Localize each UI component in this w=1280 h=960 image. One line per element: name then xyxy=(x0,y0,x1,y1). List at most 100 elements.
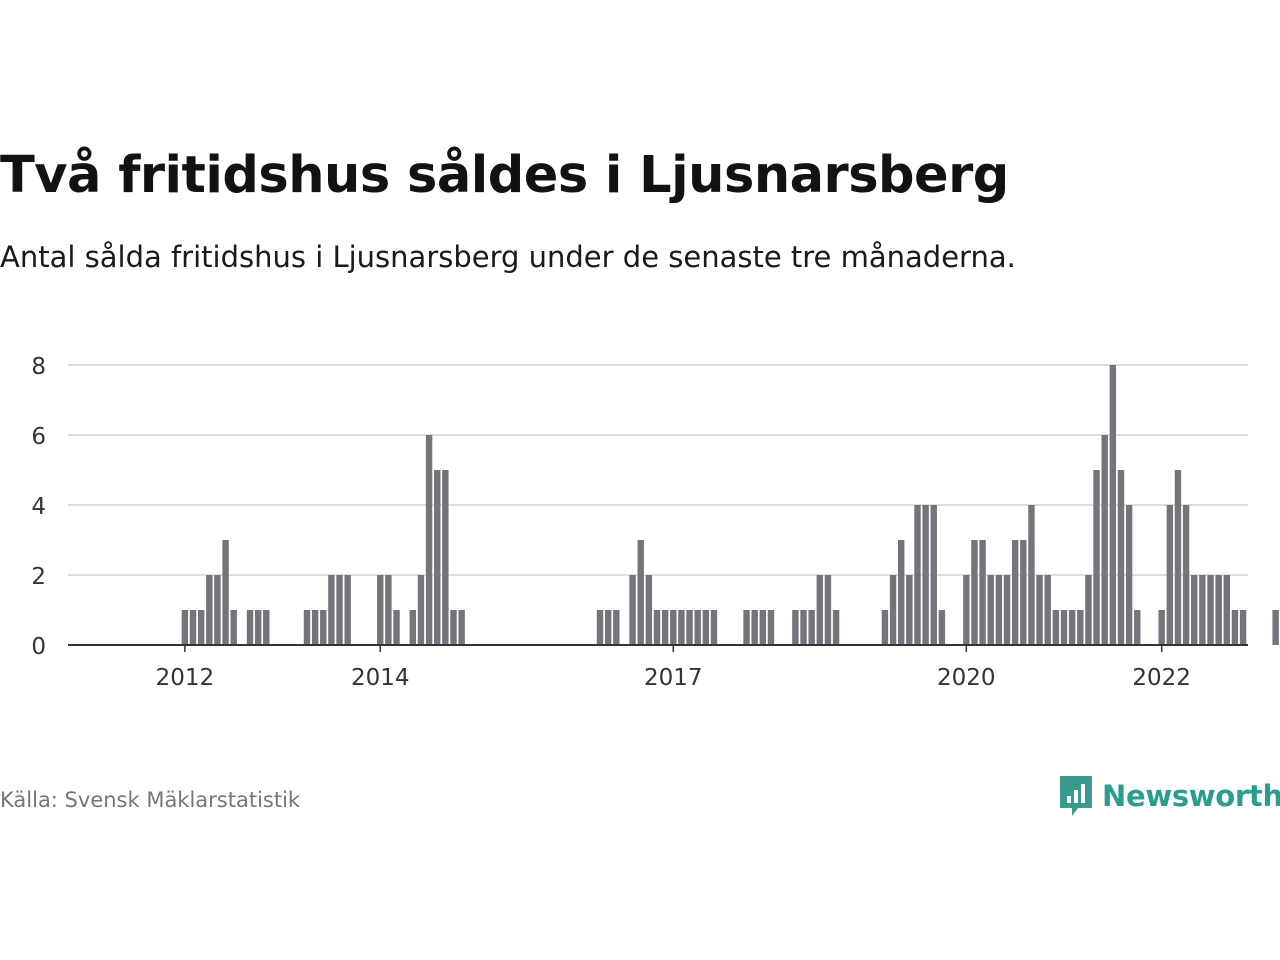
bar xyxy=(629,575,636,645)
bar xyxy=(1101,435,1108,645)
bar xyxy=(336,575,343,645)
bars xyxy=(181,365,1279,645)
bar xyxy=(434,470,441,645)
bar xyxy=(906,575,913,645)
bar xyxy=(1191,575,1198,645)
bar xyxy=(1085,575,1092,645)
bar xyxy=(922,505,929,645)
bar xyxy=(458,610,465,645)
bar xyxy=(800,610,807,645)
bar xyxy=(1272,610,1279,645)
bar xyxy=(197,610,205,645)
bar xyxy=(938,610,946,645)
bar xyxy=(442,470,449,645)
bar xyxy=(702,610,710,645)
bar xyxy=(1239,610,1247,645)
bar xyxy=(808,610,815,645)
bar xyxy=(1028,505,1035,645)
bar xyxy=(1134,610,1141,645)
bar xyxy=(759,610,767,645)
x-tick-label: 2022 xyxy=(1132,665,1191,691)
bar xyxy=(230,610,237,645)
bar xyxy=(189,610,197,645)
y-tick-label: 2 xyxy=(31,564,46,590)
bar xyxy=(303,610,311,645)
bar xyxy=(995,575,1003,645)
bar-chart: 0 2 4 6 8 2012 2014 2017 2020 2022 2 xyxy=(31,354,1279,691)
bar xyxy=(816,575,823,645)
bar xyxy=(450,610,457,645)
bar xyxy=(1199,575,1206,645)
bar xyxy=(344,575,351,645)
bar xyxy=(1182,505,1190,645)
bar xyxy=(393,610,400,645)
x-tick-label: 2014 xyxy=(351,665,410,691)
chart-subtitle: Antal sålda fritidshus i Ljusnarsberg un… xyxy=(0,240,1016,274)
bar xyxy=(1109,365,1117,645)
bar xyxy=(613,610,620,645)
bar xyxy=(1060,610,1068,645)
bar xyxy=(898,540,905,645)
bar xyxy=(254,610,262,645)
y-tick-label: 8 xyxy=(31,354,46,380)
y-tick-label: 0 xyxy=(31,634,46,660)
bar xyxy=(1166,505,1174,645)
source-note: Källa: Svensk Mäklarstatistik xyxy=(0,788,301,812)
y-tick-labels: 0 2 4 6 8 xyxy=(31,354,46,660)
bar xyxy=(1125,505,1133,645)
bar xyxy=(206,575,213,645)
bar xyxy=(604,610,612,645)
bar xyxy=(1077,610,1084,645)
bar xyxy=(645,575,653,645)
bar xyxy=(1215,575,1222,645)
bar xyxy=(987,575,994,645)
y-tick-label: 6 xyxy=(31,424,46,450)
newsworthy-logo-icon xyxy=(1060,776,1092,816)
bar xyxy=(670,610,677,645)
bar xyxy=(1036,575,1043,645)
bar xyxy=(1231,610,1239,645)
x-tick-labels: 2012 2014 2017 2020 2022 xyxy=(156,645,1191,691)
bar xyxy=(377,575,384,645)
bar xyxy=(914,505,921,645)
bar xyxy=(694,610,701,645)
x-tick-label: 2020 xyxy=(937,665,996,691)
bar xyxy=(1174,470,1182,645)
brand-logo: Newsworthy xyxy=(1058,774,1280,818)
bar xyxy=(1207,575,1214,645)
bar xyxy=(263,610,270,645)
bar xyxy=(1068,610,1076,645)
bar xyxy=(979,540,986,645)
bar xyxy=(1223,575,1230,645)
bar xyxy=(1011,540,1019,645)
bar xyxy=(678,610,685,645)
chart-title: Två fritidshus såldes i Ljusnarsberg xyxy=(0,146,1009,205)
bar xyxy=(767,610,775,645)
x-tick-label: 2012 xyxy=(156,665,215,691)
bar xyxy=(1117,470,1125,645)
bar xyxy=(824,575,832,645)
bar xyxy=(1003,575,1011,645)
bar xyxy=(425,435,433,645)
bar xyxy=(181,610,189,645)
x-tick-label: 2017 xyxy=(644,665,703,691)
bar xyxy=(710,610,718,645)
bar xyxy=(214,575,221,645)
brand-name: Newsworthy xyxy=(1102,779,1280,813)
bar xyxy=(661,610,669,645)
bar xyxy=(743,610,750,645)
bar xyxy=(1158,610,1165,645)
bar xyxy=(409,610,416,645)
bar xyxy=(328,575,335,645)
bar xyxy=(246,610,254,645)
grid-lines xyxy=(68,364,1248,576)
bar xyxy=(971,540,978,645)
bar xyxy=(222,540,229,645)
bar xyxy=(792,610,799,645)
bar xyxy=(320,610,327,645)
bar xyxy=(1093,470,1100,645)
bar xyxy=(596,610,604,645)
bar xyxy=(1052,610,1060,645)
bar xyxy=(686,610,693,645)
bar xyxy=(311,610,319,645)
